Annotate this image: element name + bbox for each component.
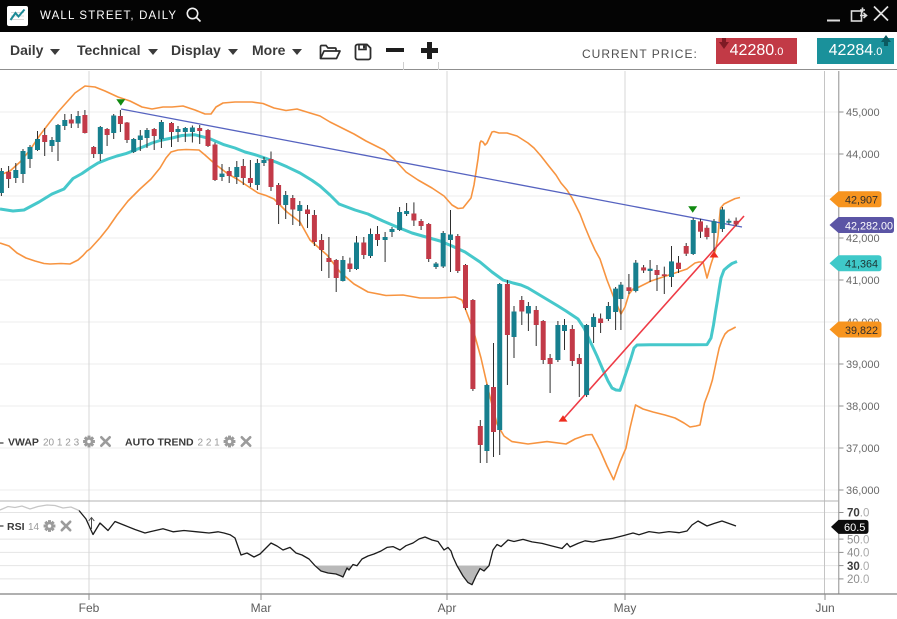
svg-text:Jun: Jun [815,601,834,615]
svg-text:41,364: 41,364 [845,259,878,271]
svg-text:Mar: Mar [251,601,272,615]
svg-text:44,000: 44,000 [846,149,880,161]
svg-text:36,000: 36,000 [846,485,880,497]
svg-text:20 1 2 3: 20 1 2 3 [43,438,80,449]
svg-text:RSI: RSI [7,521,25,533]
svg-text:42,282.00: 42,282.00 [845,220,893,232]
svg-text:AUTO TREND: AUTO TREND [125,437,194,449]
svg-text:2 2 1: 2 2 1 [198,438,221,449]
svg-text:VWAP: VWAP [8,437,39,449]
svg-text:41,000: 41,000 [846,275,880,287]
svg-text:May: May [614,601,637,615]
svg-text:38,000: 38,000 [846,401,880,413]
svg-text:50.0: 50.0 [847,534,869,546]
svg-text:30.0: 30.0 [847,561,869,573]
svg-text:45,000: 45,000 [846,107,880,119]
svg-text:42,907: 42,907 [845,195,878,207]
svg-text:Feb: Feb [79,601,100,615]
svg-text:40.0: 40.0 [847,548,869,560]
svg-text:42,000: 42,000 [846,233,880,245]
svg-text:14: 14 [28,522,40,533]
svg-text:60.5: 60.5 [844,522,865,534]
svg-text:20.0: 20.0 [847,574,869,586]
svg-text:39,822: 39,822 [845,325,878,337]
svg-text:37,000: 37,000 [846,443,880,455]
svg-text:70.0: 70.0 [847,508,869,520]
svg-text:Apr: Apr [438,601,457,615]
svg-text:39,000: 39,000 [846,359,880,371]
